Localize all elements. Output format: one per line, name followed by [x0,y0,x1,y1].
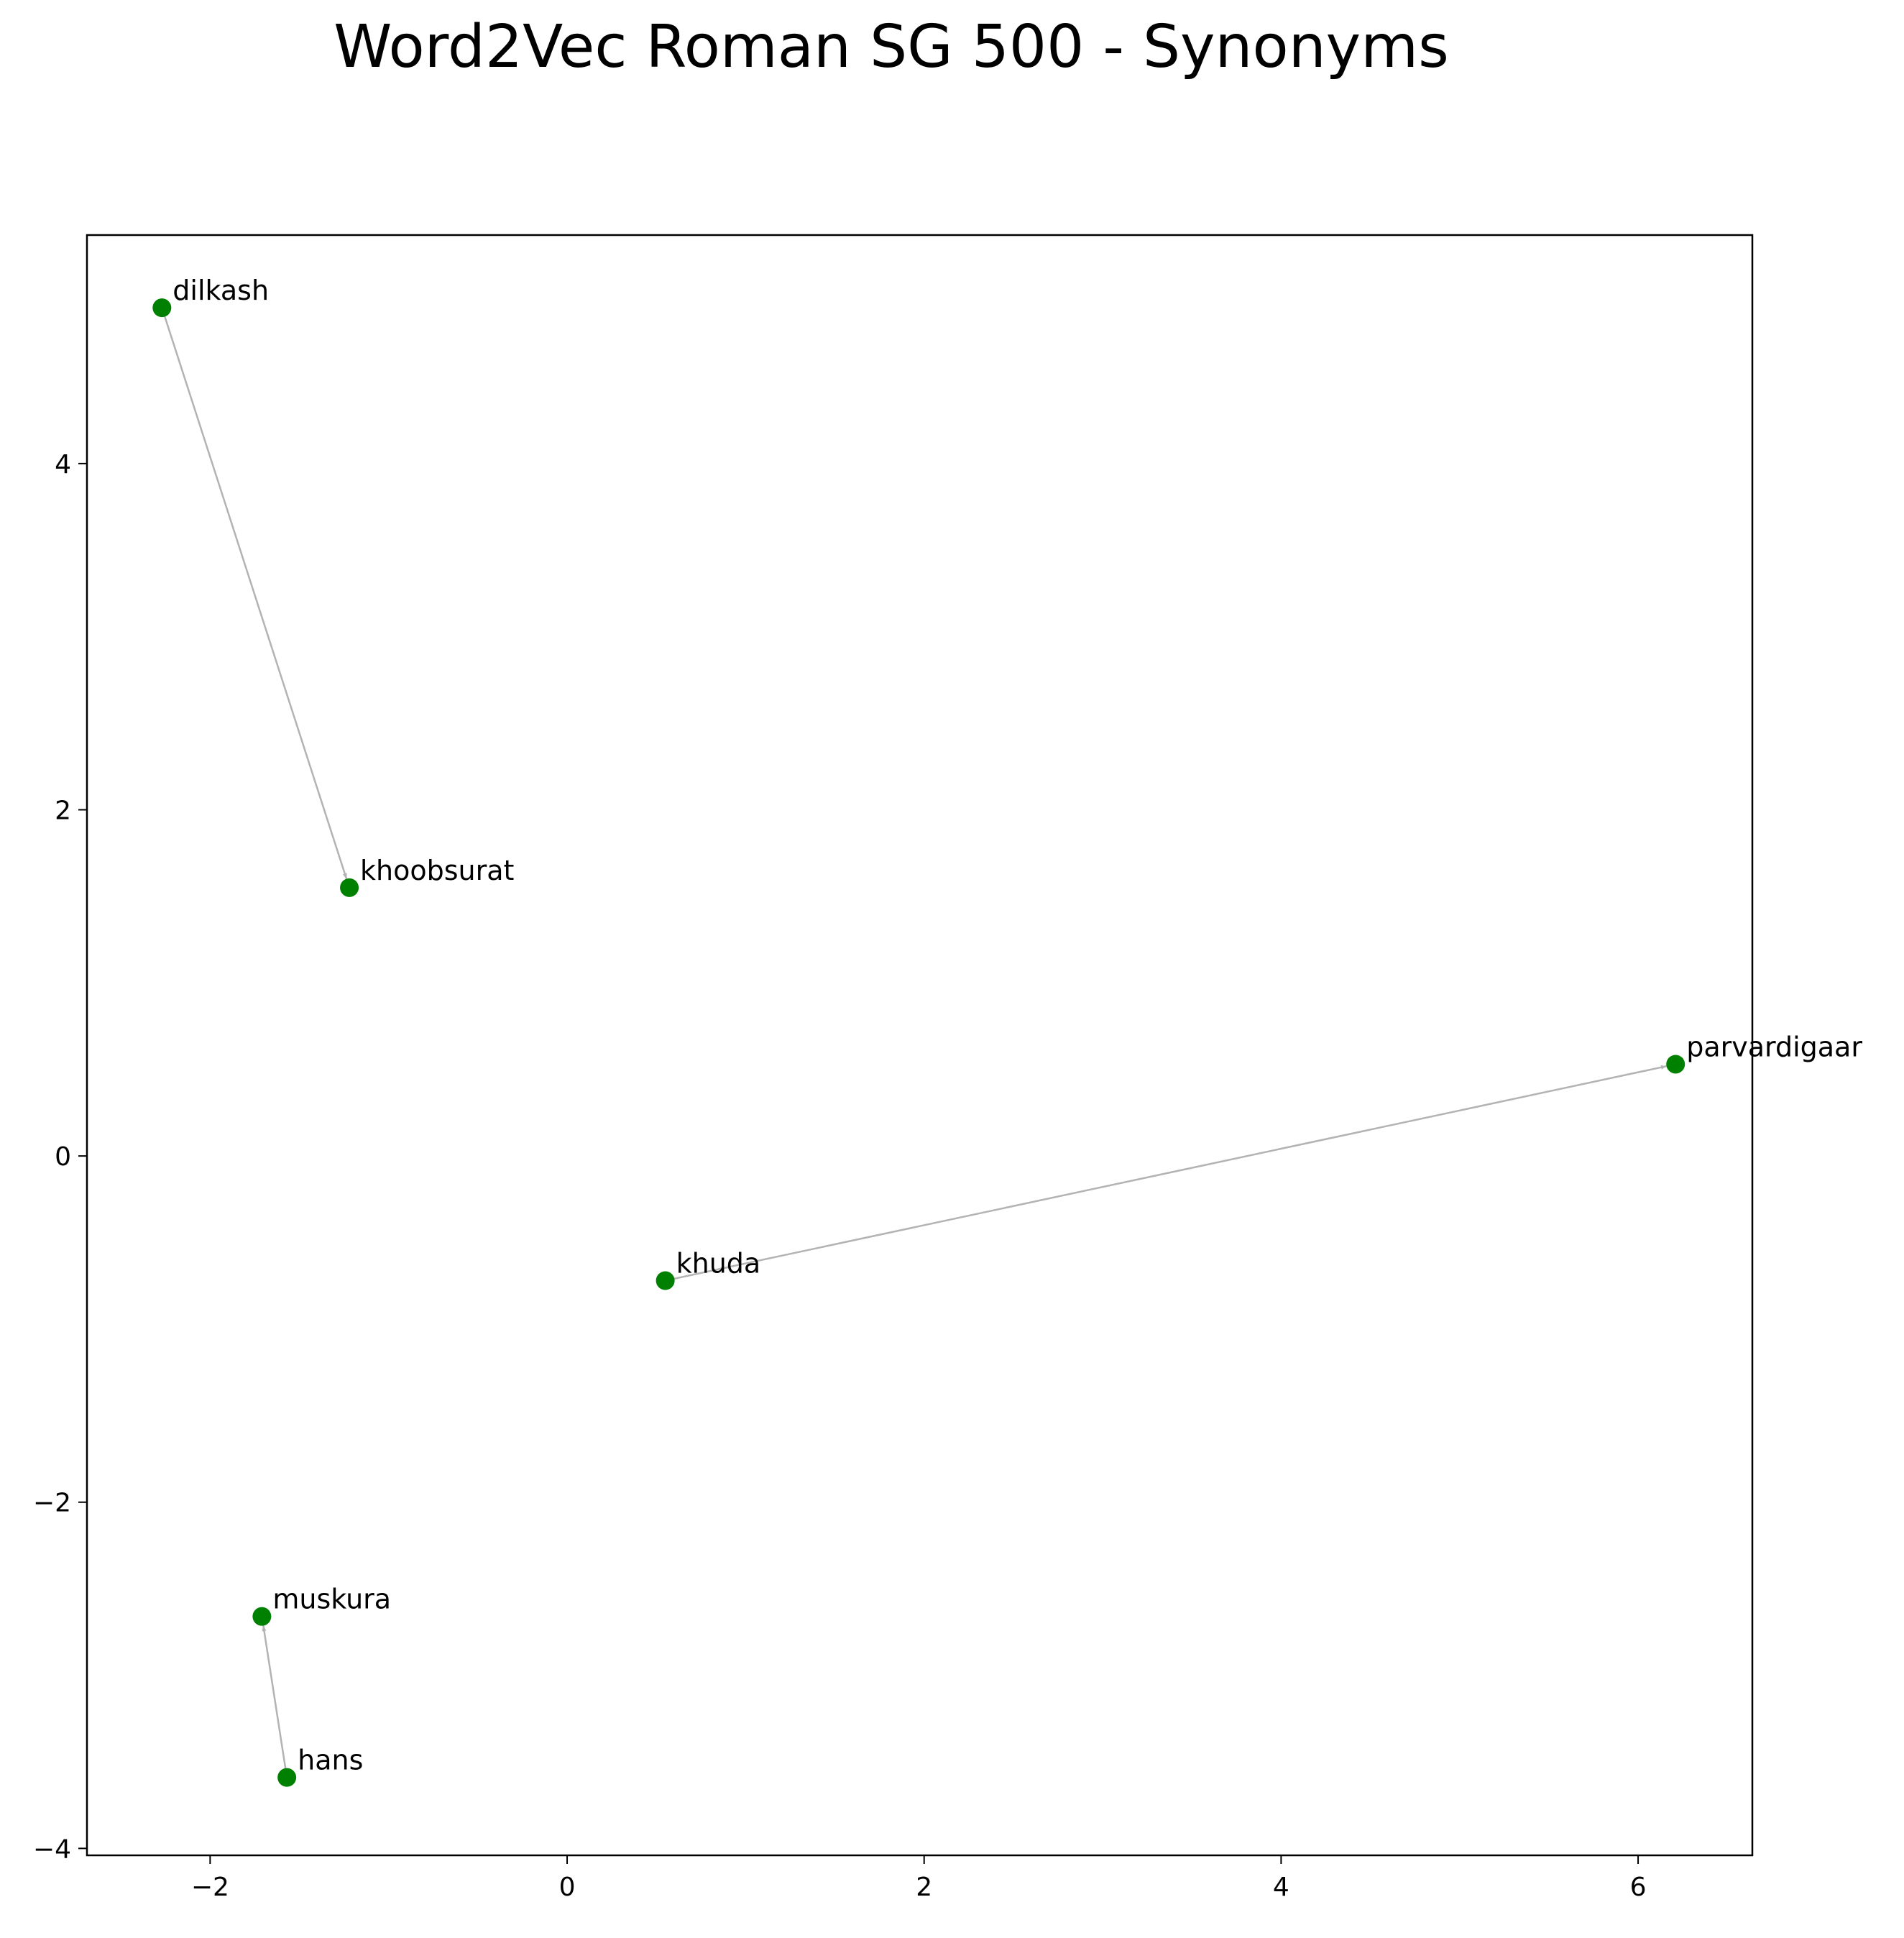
y-tick-label: 2 [55,796,71,825]
point-khoobsurat [340,878,359,897]
point-label-dilkash: dilkash [173,275,269,306]
x-tick-label: 4 [1273,1873,1289,1902]
point-label-khoobsurat: khoobsurat [360,855,514,886]
point-parvardigaar [1666,1055,1685,1074]
arrow-khuda-to-parvardigaar [665,1065,1667,1282]
y-tick-label: −4 [33,1834,71,1864]
x-tick-label: 2 [916,1873,932,1902]
x-tick-label: −2 [191,1873,229,1902]
chart-title: Word2Vec Roman SG 500 - Synonyms [334,13,1449,81]
y-tick-label: 4 [55,450,71,479]
x-tick-label: 6 [1630,1873,1647,1902]
x-tick-label: 0 [559,1873,576,1902]
point-label-hans: hans [298,1745,363,1776]
y-tick-label: 0 [55,1142,71,1172]
arrow-hans-to-muskura [262,1625,288,1778]
point-label-khuda: khuda [676,1248,761,1280]
point-muskura [252,1607,272,1626]
plot-area: −2 0 2 4 6 −4 −2 0 2 4 dilkash khoobsurat parvardiga… [33,234,1862,1902]
point-khuda [656,1271,675,1290]
arrow-dilkash-to-khoobsurat [161,307,348,879]
axes-frame [86,234,1754,1857]
point-hans [277,1768,297,1787]
point-dilkash [152,298,172,318]
point-label-muskura: muskura [272,1584,391,1615]
point-label-parvardigaar: parvardigaar [1686,1031,1862,1062]
y-tick-label: −2 [33,1489,71,1518]
